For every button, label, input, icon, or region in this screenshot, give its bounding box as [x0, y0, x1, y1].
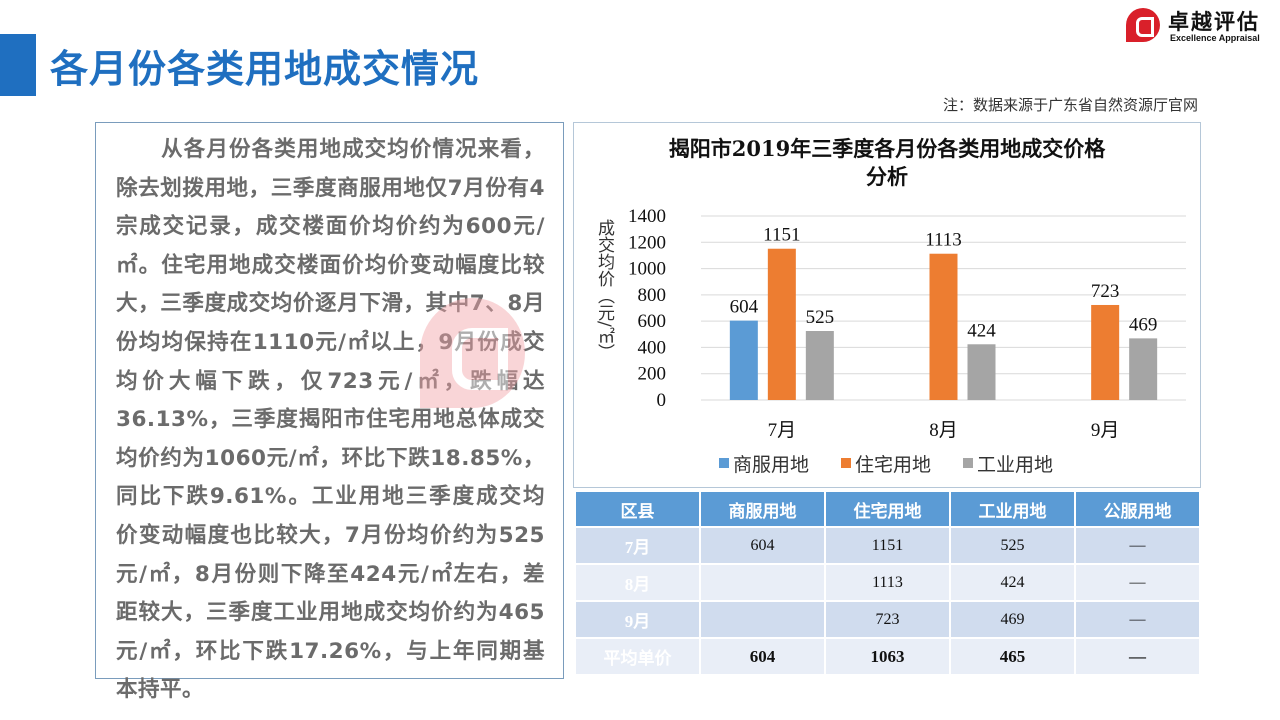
data-label: 469	[1129, 314, 1158, 335]
data-label: 424	[967, 320, 996, 341]
chart-panel: 揭阳市2019年三季度各月份各类用地成交价格 分析 成交均价（元/㎡） 0 200…	[573, 122, 1201, 488]
bar-工业用地	[1129, 338, 1158, 400]
row-label: 平均单价	[576, 639, 699, 674]
cell: 424	[951, 565, 1074, 600]
chart-title-line2: 分析	[866, 164, 908, 189]
x-tick-label: 7月	[768, 420, 797, 441]
data-label: 525	[806, 307, 835, 328]
bar-住宅用地	[929, 253, 958, 400]
table-row-total: 平均单价 604 1063 465 —	[576, 639, 1199, 674]
analysis-text: 从各月份各类用地成交均价情况来看，除去划拨用地，三季度商服用地仅7月份有4宗成交…	[116, 137, 545, 703]
bar-工业用地	[805, 331, 834, 400]
cell: 525	[951, 528, 1074, 563]
y-tick-label: 0	[657, 390, 667, 411]
bar-住宅用地	[767, 248, 796, 400]
y-axis-label: 成交均价（元/㎡）	[594, 219, 614, 361]
cell: —	[1076, 602, 1199, 637]
price-table: 区县 商服用地 住宅用地 工业用地 公服用地 7月 604 1151 525 —…	[574, 490, 1201, 676]
x-tick-label: 8月	[929, 420, 958, 441]
cell: 1113	[826, 565, 949, 600]
table-header-row: 区县 商服用地 住宅用地 工业用地 公服用地	[576, 492, 1199, 526]
logo-en: Excellence Appraisal	[1170, 33, 1260, 43]
cell: 1063	[826, 639, 949, 674]
cell	[701, 602, 824, 637]
title-accent-bar	[0, 34, 36, 96]
logo-cn: 卓越评估	[1168, 10, 1260, 34]
source-note: 注：数据来源于广东省自然资源厅官网	[942, 96, 1198, 114]
row-label: 9月	[576, 602, 699, 637]
y-tick-label: 1400	[628, 206, 666, 227]
data-label: 723	[1091, 281, 1120, 302]
y-tick-label: 600	[638, 311, 667, 332]
th: 工业用地	[951, 492, 1074, 526]
cell: —	[1076, 639, 1199, 674]
brand-logo: 卓越评估 Excellence Appraisal	[1126, 6, 1276, 46]
legend-label: 住宅用地	[855, 454, 931, 476]
cell: 1151	[826, 528, 949, 563]
y-tick-label: 400	[638, 337, 667, 358]
table-row: 7月 604 1151 525 —	[576, 528, 1199, 563]
chart-title: 揭阳市2019年三季度各月份各类用地成交价格 分析	[574, 135, 1200, 191]
data-label: 1113	[925, 230, 962, 251]
th: 住宅用地	[826, 492, 949, 526]
table-row: 9月 723 469 —	[576, 602, 1199, 637]
legend-swatch	[719, 458, 729, 468]
legend-swatch	[841, 458, 851, 468]
bar-商服用地	[729, 320, 758, 400]
row-label: 7月	[576, 528, 699, 563]
logo-icon	[1126, 8, 1160, 42]
data-label: 604	[730, 297, 759, 318]
y-tick-label: 200	[638, 364, 667, 385]
page-title: 各月份各类用地成交情况	[50, 47, 480, 91]
row-label: 8月	[576, 565, 699, 600]
legend-swatch	[963, 458, 973, 468]
legend-label: 商服用地	[733, 454, 809, 476]
bar-chart: 0 200 400 600 800 1000 1200 1400 7月 604 1151 525 8月 1…	[628, 206, 1186, 476]
cell: 723	[826, 602, 949, 637]
th: 区县	[576, 492, 699, 526]
cell: 604	[701, 639, 824, 674]
data-label: 1151	[763, 225, 800, 246]
bar-工业用地	[967, 344, 996, 400]
analysis-textbox: 从各月份各类用地成交均价情况来看，除去划拨用地，三季度商服用地仅7月份有4宗成交…	[95, 122, 564, 702]
cell: —	[1076, 528, 1199, 563]
th: 公服用地	[1076, 492, 1199, 526]
x-tick-label: 9月	[1091, 420, 1120, 441]
cell: 604	[701, 528, 824, 563]
th: 商服用地	[701, 492, 824, 526]
bar-住宅用地	[1091, 304, 1120, 400]
cell: —	[1076, 565, 1199, 600]
cell	[701, 565, 824, 600]
table-row: 8月 1113 424 —	[576, 565, 1199, 600]
y-tick-label: 800	[638, 285, 667, 306]
y-tick-label: 1200	[628, 232, 666, 253]
cell: 465	[951, 639, 1074, 674]
cell: 469	[951, 602, 1074, 637]
chart-title-line1: 揭阳市2019年三季度各月份各类用地成交价格	[668, 136, 1106, 161]
legend-label: 工业用地	[977, 454, 1053, 476]
y-tick-label: 1000	[628, 259, 666, 280]
